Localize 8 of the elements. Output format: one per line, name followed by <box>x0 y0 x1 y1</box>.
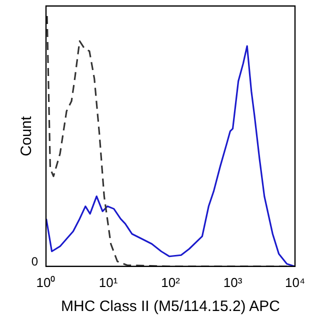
x-tick-label: 10² <box>161 274 181 290</box>
x-tick-label: 10³ <box>223 274 243 290</box>
text: 0 <box>31 254 38 269</box>
x-axis-title: MHC Class II (M5/114.15.2) APC <box>61 298 280 316</box>
x-tick-label: 10⁰ <box>36 274 56 290</box>
y-axis-title: Count <box>18 115 36 156</box>
x-tick-label: 10¹ <box>98 274 118 290</box>
x-tick-label: 10⁴ <box>284 274 306 290</box>
